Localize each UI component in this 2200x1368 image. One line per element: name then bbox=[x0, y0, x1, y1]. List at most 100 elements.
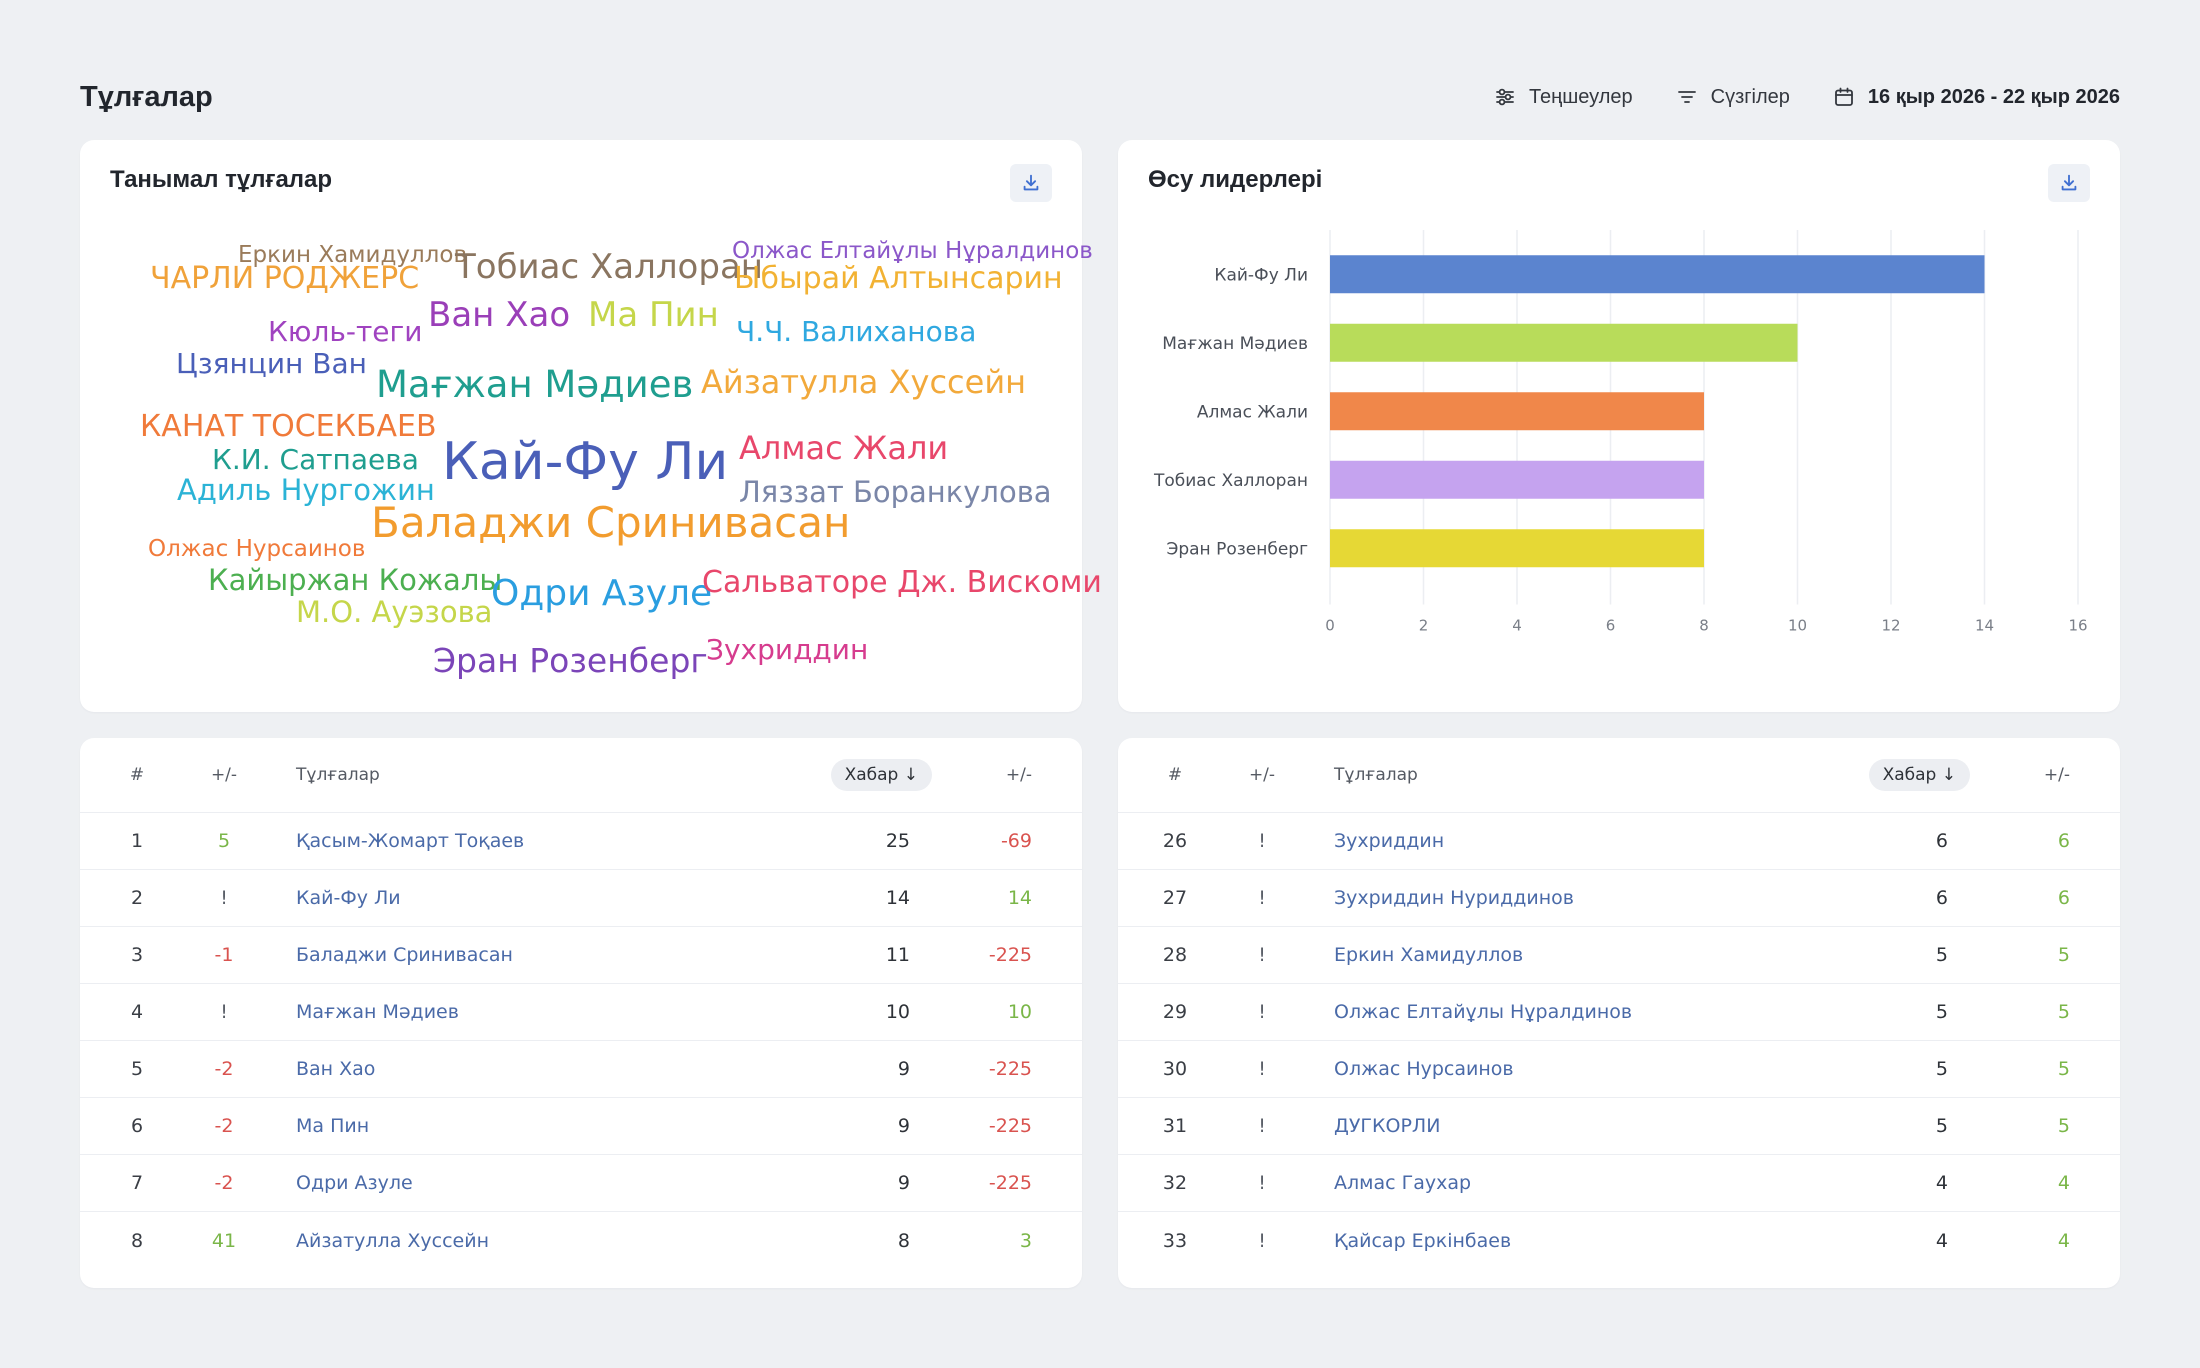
y-category-label: Алмас Жали bbox=[1197, 402, 1308, 422]
filter-icon bbox=[1677, 91, 1696, 103]
header-delta[interactable]: +/- bbox=[1005, 765, 1032, 785]
x-tick-label: 6 bbox=[1606, 617, 1616, 635]
word-cloud-term[interactable]: Баладжи Сринивасан bbox=[371, 498, 851, 547]
person-link[interactable]: Еркин Хамидуллов bbox=[1334, 944, 1524, 966]
word-cloud-term[interactable]: Ляззат Боранкулова bbox=[739, 475, 1052, 509]
word-cloud-term[interactable]: К.И. Сатпаева bbox=[212, 443, 419, 476]
table-row: 29! Олжас Елтайұлы Нұралдинов 5 5 bbox=[1118, 984, 2120, 1041]
message-delta: 5 bbox=[2057, 944, 2070, 966]
table-row: 6 -2 Ма Пин 9 -225 bbox=[80, 1098, 1082, 1155]
date-range-picker[interactable]: 16 қыр 2026 - 22 қыр 2026 bbox=[1832, 85, 2120, 109]
person-link[interactable]: Баладжи Сринивасан bbox=[296, 944, 513, 966]
person-link[interactable]: Олжас Елтайұлы Нұралдинов bbox=[1334, 1001, 1633, 1023]
person-link[interactable]: Одри Азуле bbox=[296, 1172, 413, 1194]
person-link[interactable]: Мағжан Мәдиев bbox=[296, 1001, 459, 1023]
word-cloud-term[interactable]: ЧАРЛИ РОДЖЕРС bbox=[150, 261, 420, 296]
bar[interactable] bbox=[1330, 323, 1798, 362]
rank: 6 bbox=[130, 1115, 144, 1137]
table-row: 5 -2 Ван Хао 9 -225 bbox=[80, 1041, 1082, 1098]
bar[interactable] bbox=[1330, 460, 1704, 499]
sliders-icon bbox=[1496, 88, 1514, 106]
word-cloud-term[interactable]: Сальваторе Дж. Вискоми bbox=[702, 565, 1102, 600]
word-cloud-term[interactable]: М.О. Ауэзова bbox=[296, 595, 493, 629]
word-cloud-term[interactable]: Эран Розенберг bbox=[433, 641, 708, 680]
person-link[interactable]: Қасым-Жомарт Тоқаев bbox=[296, 830, 525, 852]
bar[interactable] bbox=[1330, 392, 1704, 431]
person-link[interactable]: Зухриддин bbox=[1334, 830, 1445, 852]
header-delta[interactable]: +/- bbox=[2043, 765, 2070, 785]
word-cloud-term[interactable]: Ван Хао bbox=[428, 295, 571, 335]
card-title: Өсу лидерлері bbox=[1148, 166, 1323, 193]
header-person[interactable]: Тұлғалар bbox=[296, 765, 380, 785]
rank: 5 bbox=[130, 1058, 144, 1080]
word-cloud-term[interactable]: Еркин Хамидуллов bbox=[238, 242, 468, 268]
table-header-row: # +/- Тұлғалар Хабар ↓ +/- bbox=[1118, 738, 2120, 813]
person-link[interactable]: Олжас Нурсаинов bbox=[1334, 1058, 1514, 1080]
person-link[interactable]: Айзатулла Хуссейн bbox=[296, 1229, 489, 1252]
word-cloud-term[interactable]: Айзатулла Хуссейн bbox=[701, 363, 1027, 401]
word-cloud-term[interactable]: Олжас Нурсаинов bbox=[148, 536, 366, 562]
word-cloud-term[interactable]: Кюль-теги bbox=[268, 315, 423, 348]
rank-change: 41 bbox=[211, 1229, 237, 1252]
word-cloud-term[interactable]: Олжас Елтайұлы Нұралдинов bbox=[732, 238, 1093, 264]
person-link[interactable]: Ван Хао bbox=[296, 1058, 376, 1080]
message-count: 14 bbox=[885, 887, 910, 909]
header-person[interactable]: Тұлғалар bbox=[1334, 765, 1418, 785]
table-row: 30! Олжас Нурсаинов 5 5 bbox=[1118, 1041, 2120, 1098]
word-cloud-term[interactable]: Ыбырай Алтынсарин bbox=[734, 261, 1063, 296]
word-cloud-term[interactable]: Одри Азуле bbox=[491, 573, 713, 614]
rank: 30 bbox=[1162, 1058, 1188, 1080]
person-link[interactable]: Алмас Гаухар bbox=[1334, 1172, 1472, 1194]
table-row: 27! Зухриддин Нуриддинов 6 6 bbox=[1118, 870, 2120, 927]
persons-table-left: # +/- Тұлғалар Хабар ↓ +/- 1 5 Қасым-Жомарт Тоқ… bbox=[80, 738, 1082, 1288]
person-link[interactable]: Зухриддин Нуриддинов bbox=[1334, 887, 1574, 909]
download-button[interactable] bbox=[1010, 164, 1052, 202]
download-button[interactable] bbox=[2048, 164, 2090, 202]
table: # +/- Тұлғалар Хабар ↓ +/- 1 5 Қасым-Жомарт Тоқ… bbox=[80, 738, 1082, 1269]
word-cloud-term[interactable]: Тобиас Халлоран bbox=[455, 247, 764, 287]
message-count: 6 bbox=[1935, 887, 1948, 909]
word-cloud-term[interactable]: Кайыржан Кожалы bbox=[208, 563, 503, 597]
header-rank-change[interactable]: +/- bbox=[1248, 765, 1276, 785]
rank-change: ! bbox=[1258, 1115, 1266, 1137]
message-count: 4 bbox=[1935, 1172, 1948, 1194]
table-row: 1 5 Қасым-Жомарт Тоқаев 25 -69 bbox=[80, 813, 1082, 870]
rank: 31 bbox=[1162, 1115, 1188, 1137]
x-tick-label: 12 bbox=[1881, 617, 1900, 635]
message-delta: -69 bbox=[1000, 830, 1032, 852]
x-tick-label: 10 bbox=[1788, 617, 1807, 635]
person-link[interactable]: Кай-Фу Ли bbox=[296, 887, 401, 909]
x-tick-label: 14 bbox=[1975, 617, 1994, 635]
header-rank-change[interactable]: +/- bbox=[210, 765, 238, 785]
card-title: Танымал тұлғалар bbox=[110, 166, 333, 193]
word-cloud-term[interactable]: Мағжан Мәдиев bbox=[376, 363, 694, 406]
bar[interactable] bbox=[1330, 255, 1985, 294]
page-title: Тұлғалар bbox=[80, 80, 213, 113]
settings-button[interactable]: Теңшеулер bbox=[1493, 85, 1633, 109]
person-link[interactable]: ДУГКОРЛИ bbox=[1334, 1115, 1441, 1137]
filters-button[interactable]: Сүзгілер bbox=[1675, 85, 1790, 109]
person-link[interactable]: Қайсар Еркінбаев bbox=[1334, 1229, 1512, 1252]
word-cloud-term[interactable]: Кай-Фу Ли bbox=[442, 432, 729, 492]
rank: 1 bbox=[130, 830, 144, 852]
word-cloud-term[interactable]: КАНАТ ТОСЕКБАЕВ bbox=[140, 409, 437, 444]
table: # +/- Тұлғалар Хабар ↓ +/- 26! Зухриддин 6 6 27! З… bbox=[1118, 738, 2120, 1269]
rank-change: ! bbox=[1258, 944, 1266, 966]
message-delta: 4 bbox=[2057, 1172, 2070, 1194]
word-cloud-term[interactable]: Ма Пин bbox=[588, 295, 719, 335]
message-count: 6 bbox=[1935, 830, 1948, 852]
message-count: 5 bbox=[1935, 1001, 1948, 1023]
word-cloud-term[interactable]: Ч.Ч. Валиханова bbox=[736, 315, 977, 348]
message-delta: 10 bbox=[1007, 1001, 1032, 1023]
person-link[interactable]: Ма Пин bbox=[296, 1115, 370, 1137]
word-cloud-term[interactable]: Цзянцин Ван bbox=[176, 347, 367, 380]
bar[interactable] bbox=[1330, 529, 1704, 568]
word-cloud-term[interactable]: Адиль Нургожин bbox=[177, 473, 435, 507]
page-header: Тұлғалар Теңшеулер Сүзгілер 16 қыр 2026 … bbox=[80, 72, 2120, 122]
message-delta: 14 bbox=[1007, 887, 1032, 909]
word-cloud-term[interactable]: Зухриддин bbox=[706, 633, 869, 666]
rank-change: -2 bbox=[214, 1058, 234, 1080]
sort-messages-button[interactable]: Хабар ↓ bbox=[1868, 759, 1970, 791]
word-cloud-term[interactable]: Алмас Жали bbox=[739, 429, 949, 467]
sort-messages-button[interactable]: Хабар ↓ bbox=[830, 759, 932, 791]
